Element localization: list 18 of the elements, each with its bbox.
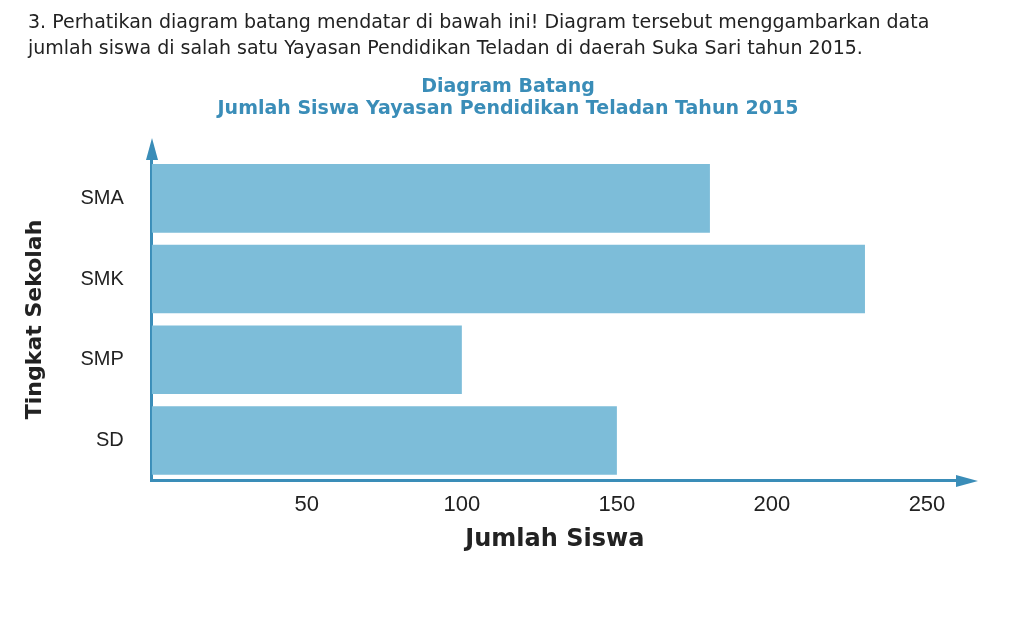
x-tick-label: 50 [294, 491, 320, 517]
chart-title: Diagram Batang [420, 74, 596, 96]
y-tick-label: SMA [80, 185, 125, 208]
x-axis-title: Jumlah Siswa [463, 523, 645, 552]
y-tick-label: SMP [80, 347, 124, 370]
bar [151, 406, 617, 475]
bar [151, 244, 865, 314]
text: 3. Perhatikan diagram batang mendatar di bawah ini! Diagram tersebut menggambarkan data jumlah siswa di salah satu Yayasan Pendidikan Teladan di daerah Suka Sari tahun 2015. [26, 9, 931, 60]
x-tick-label: 250 [908, 491, 946, 517]
y-tick-label: SMK [80, 266, 125, 289]
y-tick-label: SD [95, 427, 124, 450]
y-axis-title: Tingkat Sekolah [20, 219, 46, 420]
x-tick-label: 200 [753, 491, 791, 517]
x-tick-label: 150 [598, 491, 636, 517]
x-tick-label: 100 [443, 491, 481, 517]
chart-subtitle: Jumlah Siswa Yayasan Pendidikan Teladan Tahun 2015 [215, 96, 800, 118]
bar [151, 164, 710, 233]
bar [151, 325, 462, 395]
